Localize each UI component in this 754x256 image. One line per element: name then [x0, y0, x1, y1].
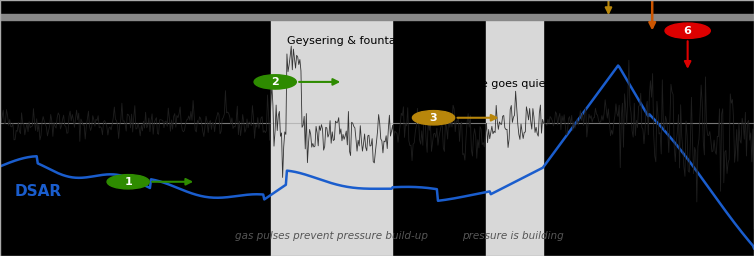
- Bar: [0, 0, 754, 15]
- Text: DSAR: DSAR: [15, 185, 62, 199]
- Bar: [486, 0, 543, 256]
- Bar: [0, 14, 754, 20]
- Text: 3: 3: [430, 113, 437, 123]
- Text: gas pulses prevent pressure build-up: gas pulses prevent pressure build-up: [235, 230, 428, 241]
- Text: 1: 1: [124, 177, 132, 187]
- Circle shape: [412, 111, 455, 125]
- Text: 2: 2: [271, 77, 279, 87]
- Text: Tremor: Tremor: [15, 64, 75, 79]
- Bar: [271, 0, 392, 256]
- Circle shape: [107, 175, 149, 189]
- Circle shape: [254, 75, 296, 89]
- Text: pressure is building: pressure is building: [462, 230, 563, 241]
- Text: Surface goes quiet: Surface goes quiet: [445, 79, 550, 90]
- Text: 6: 6: [684, 26, 691, 36]
- Text: Whakaari to VAL 2: Whakaari to VAL 2: [136, 146, 238, 156]
- Circle shape: [665, 23, 710, 38]
- Text: Geysering & fountaining: Geysering & fountaining: [287, 36, 423, 46]
